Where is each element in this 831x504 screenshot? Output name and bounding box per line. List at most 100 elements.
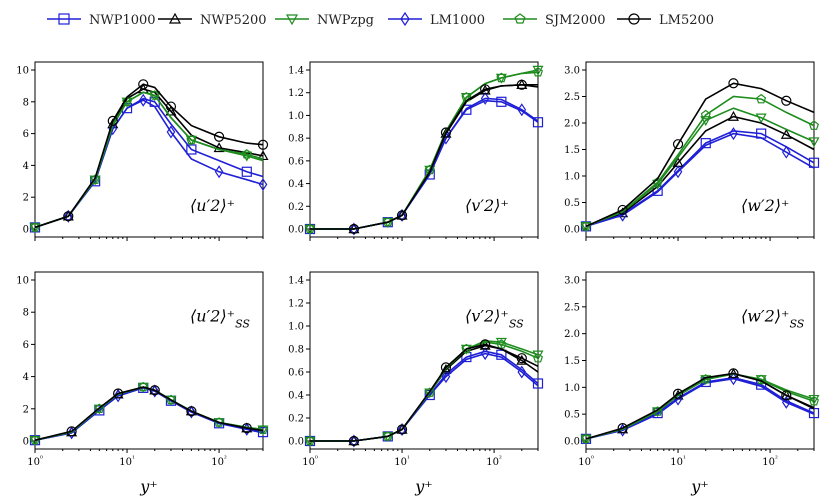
data-point bbox=[460, 344, 472, 355]
data-point bbox=[186, 134, 197, 145]
data-point bbox=[461, 343, 472, 354]
panel-label: ⟨v′2⟩⁺SS bbox=[465, 307, 524, 331]
series-line bbox=[310, 83, 539, 230]
x-tick-label: 10⁰ bbox=[302, 455, 318, 468]
data-point bbox=[213, 142, 225, 153]
series-line bbox=[585, 115, 815, 228]
data-point bbox=[241, 423, 252, 434]
legend-label: NWP5200 bbox=[200, 13, 267, 28]
data-point bbox=[580, 434, 592, 445]
series-nwp1000 bbox=[580, 376, 820, 444]
data-point bbox=[516, 79, 527, 90]
y-tick-label: 10 bbox=[16, 66, 29, 77]
legend: NWP1000 NWP5200 NWPzpg LM1000 SJM2000 LM5200 bbox=[47, 11, 714, 28]
axes-frame bbox=[309, 61, 539, 238]
data-point bbox=[138, 381, 149, 392]
data-point bbox=[672, 388, 684, 399]
series-nwp1000 bbox=[304, 349, 544, 447]
data-point bbox=[460, 93, 472, 103]
y-tick-label: 2.0 bbox=[564, 329, 580, 340]
y-tick-label: 0.5 bbox=[564, 410, 580, 421]
data-point bbox=[107, 115, 118, 126]
panel-1: 0 2 4 6 8 10 ⟨u′2⟩⁺ bbox=[16, 61, 269, 241]
y-tick-label: 0.4 bbox=[288, 391, 304, 402]
data-point bbox=[755, 113, 767, 124]
data-point bbox=[138, 79, 149, 90]
y-tick-label: 3.0 bbox=[564, 66, 580, 77]
legend-item-nwpzpg: NWPzpg bbox=[275, 13, 374, 28]
data-point bbox=[149, 385, 160, 396]
y-tick-label: 6 bbox=[23, 129, 29, 140]
y-tick-label: 0.8 bbox=[288, 345, 304, 356]
y-tick-label: 0 bbox=[23, 437, 29, 448]
data-point bbox=[652, 406, 663, 416]
panels: 0 2 4 6 8 10 ⟨u′2⟩⁺ 0.0 0.2 0.4 0.6 0.8 1.0 1.2 1.4 ⟨v′… bbox=[16, 61, 820, 496]
x-tick-label: 10² bbox=[486, 455, 502, 468]
data-point bbox=[94, 405, 105, 416]
data-point bbox=[29, 435, 41, 446]
legend-item-sjm2000: SJM2000 bbox=[503, 13, 606, 28]
data-point bbox=[580, 222, 592, 233]
data-point bbox=[728, 368, 739, 379]
data-point bbox=[424, 387, 435, 397]
x-axis-label: y⁺ bbox=[690, 477, 708, 496]
y-tick-label: 1.0 bbox=[564, 383, 580, 394]
legend-marker-circle bbox=[628, 13, 640, 25]
y-tick-label: 10 bbox=[16, 276, 29, 287]
x-tick-label: 10¹ bbox=[394, 455, 410, 468]
data-point bbox=[496, 349, 507, 360]
data-point bbox=[700, 116, 712, 127]
panel-label: ⟨w′2⟩⁺SS bbox=[741, 307, 805, 331]
series-nwpzpg bbox=[580, 373, 820, 445]
y-tick-label: 1.5 bbox=[564, 145, 580, 156]
y-tick-label: 0.4 bbox=[288, 179, 304, 190]
y-tick-label: 8 bbox=[23, 97, 29, 108]
data-point bbox=[808, 120, 820, 130]
panel-4: 0 2 4 6 8 10 10⁰ 10¹ 10² ⟨u′2⟩⁺SS y⁺ bbox=[16, 271, 269, 496]
data-point bbox=[122, 96, 133, 107]
y-tick-label: 0.6 bbox=[288, 368, 304, 379]
data-point bbox=[532, 65, 544, 76]
data-point bbox=[808, 396, 820, 406]
series-nwpzpg bbox=[304, 337, 544, 447]
legend-marker-triangle-down bbox=[285, 14, 299, 26]
data-point bbox=[257, 139, 269, 150]
data-point bbox=[808, 137, 820, 148]
y-tick-label: 2.5 bbox=[564, 302, 580, 313]
data-point bbox=[29, 223, 41, 234]
data-point bbox=[617, 423, 628, 434]
data-point bbox=[781, 145, 791, 159]
data-point bbox=[756, 93, 767, 104]
series-lm5200 bbox=[34, 385, 264, 441]
data-point bbox=[517, 103, 527, 117]
panel-5: 0.0 0.2 0.4 0.6 0.8 1.0 1.2 1.4 10⁰ 10¹ 10² ⟨v′2⟩⁺S… bbox=[288, 271, 544, 496]
legend-marker-diamond bbox=[400, 11, 410, 27]
data-point bbox=[349, 434, 359, 448]
series-lm5200 bbox=[585, 368, 815, 440]
data-point bbox=[480, 339, 491, 350]
series-line bbox=[585, 95, 815, 228]
y-tick-label: 0.8 bbox=[288, 134, 304, 145]
legend-item-nwp1000: NWP1000 bbox=[47, 13, 156, 28]
data-point bbox=[672, 139, 684, 150]
panel-6: 0.0 0.5 1.0 1.5 2.0 2.5 3.0 10⁰ 10¹ 10² ⟨w′2⟩⁺SS y⁺ bbox=[564, 271, 820, 496]
data-point bbox=[241, 149, 252, 159]
data-point bbox=[149, 90, 160, 100]
data-point bbox=[441, 370, 451, 384]
panel-label: ⟨u′2⟩⁺SS bbox=[190, 307, 250, 331]
x-tick-label: 10² bbox=[762, 455, 778, 468]
series-line bbox=[310, 343, 539, 442]
legend-marker-pentagon bbox=[514, 13, 526, 24]
data-point bbox=[495, 337, 507, 348]
data-point bbox=[186, 406, 197, 417]
y-tick-label: 0.2 bbox=[288, 202, 304, 213]
legend-label: LM5200 bbox=[659, 13, 714, 28]
data-point bbox=[532, 67, 544, 77]
y-tick-label: 0.0 bbox=[288, 437, 304, 448]
y-tick-label: 1.0 bbox=[564, 172, 580, 183]
y-tick-label: 0.6 bbox=[288, 156, 304, 167]
series-line bbox=[585, 373, 815, 440]
data-point bbox=[62, 210, 74, 221]
legend-label: SJM2000 bbox=[545, 13, 606, 28]
data-point bbox=[808, 394, 820, 405]
